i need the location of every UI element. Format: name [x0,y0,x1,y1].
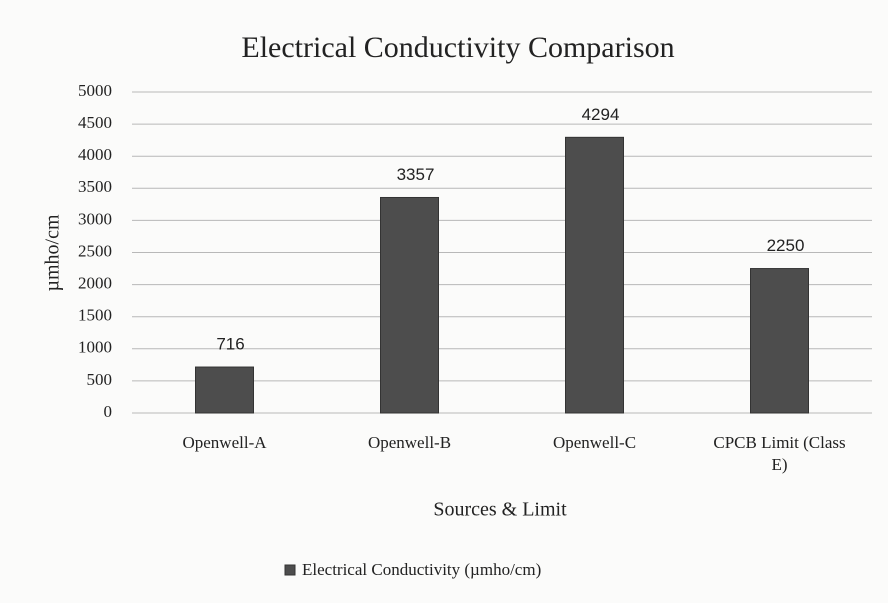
bar [565,136,624,414]
bar [195,366,254,414]
y-tick-label: 3000 [78,209,112,228]
bar [750,268,809,414]
y-tick-label: 5000 [78,81,112,100]
y-tick-label: 0 [104,402,113,421]
y-tick-label: 2500 [78,241,112,260]
y-axis-title: µmho/cm [42,214,64,292]
x-tick-label-box: Openwell-B [367,433,452,452]
data-label: 716 [216,335,244,354]
x-tick-label: Openwell-A [182,433,267,452]
x-tick-label: Openwell-C [552,433,637,452]
x-tick-label: Openwell-B [367,433,452,452]
y-tick-label: 1000 [78,338,112,357]
legend-swatch [284,564,296,576]
x-tick-label-box: Openwell-C [552,433,637,452]
chart-title: Electrical Conductivity Comparison [241,31,674,64]
x-tick-label: CPCB Limit (Class E) [713,433,846,474]
bar [380,196,439,414]
data-label: 4294 [582,105,620,124]
y-tick-label: 500 [87,370,113,389]
y-tick-label: 4000 [78,145,112,164]
data-label: 3357 [397,165,435,184]
y-tick-label: 1500 [78,306,112,325]
y-tick-label: 4500 [78,113,112,132]
y-tick-label: 2000 [78,274,112,293]
data-label: 2250 [767,236,805,255]
x-tick-label-box: CPCB Limit (Class E) [713,433,846,474]
x-axis-title: Sources & Limit [433,499,567,521]
legend-label: Electrical Conductivity (µmho/cm) [302,560,541,579]
y-tick-label: 3500 [78,177,112,196]
x-tick-label-box: Openwell-A [182,433,267,452]
